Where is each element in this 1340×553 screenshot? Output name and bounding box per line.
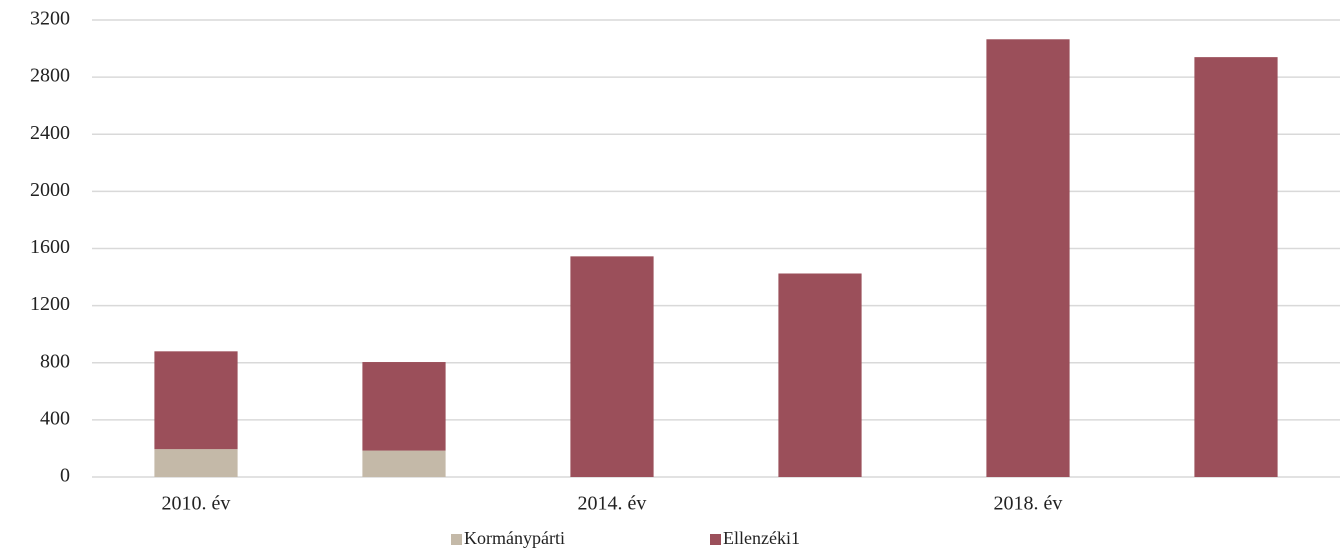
y-tick-label: 2800 bbox=[30, 65, 70, 87]
x-tick-label: 2014. év bbox=[578, 493, 647, 515]
y-tick-label: 2000 bbox=[30, 179, 70, 201]
legend-swatch bbox=[710, 534, 721, 545]
y-tick-label: 400 bbox=[40, 407, 70, 429]
y-tick-label: 2400 bbox=[30, 122, 70, 144]
x-tick-label: 2018. év bbox=[994, 493, 1063, 515]
bar-segment bbox=[154, 351, 238, 450]
y-tick-label: 1200 bbox=[30, 293, 70, 315]
legend-swatch bbox=[451, 534, 462, 545]
bar-segment bbox=[362, 362, 446, 451]
y-tick-label: 0 bbox=[60, 465, 70, 487]
y-tick-label: 3200 bbox=[30, 8, 70, 30]
y-tick-label: 1600 bbox=[30, 236, 70, 258]
bar-segment bbox=[570, 256, 654, 477]
y-tick-label: 800 bbox=[40, 350, 70, 372]
bar-segment bbox=[986, 39, 1070, 477]
x-tick-label: 2010. év bbox=[162, 493, 231, 515]
bar-segment bbox=[154, 449, 238, 477]
bar-segment bbox=[1194, 57, 1278, 477]
bar-segment bbox=[778, 273, 862, 477]
legend-label: Ellenzéki1 bbox=[723, 528, 800, 548]
legend-label: Kormánypárti bbox=[464, 528, 565, 548]
bar-segment bbox=[362, 450, 446, 477]
